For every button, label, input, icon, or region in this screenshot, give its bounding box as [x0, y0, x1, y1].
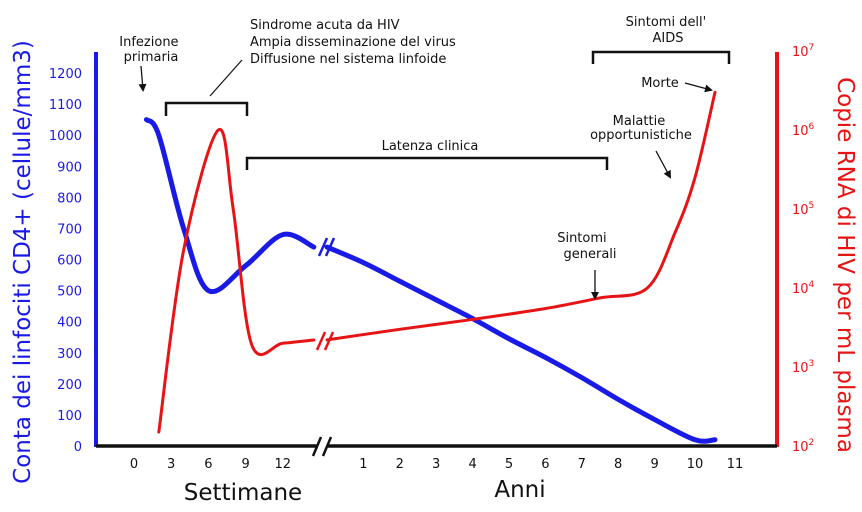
x-tick-year: 10 — [687, 457, 704, 472]
y-left-tick: 700 — [57, 222, 82, 237]
cd4-break-mark — [317, 237, 336, 257]
annotation-general-symptoms: Sintomi generali — [557, 231, 616, 262]
x-label-weeks: Settimane — [184, 480, 302, 506]
y-right-tick: 102 — [792, 438, 814, 455]
arrow-infection — [138, 65, 147, 92]
arrow-opportunistic — [655, 150, 671, 179]
x-label-years: Anni — [494, 477, 545, 503]
x-tick-week: 6 — [204, 457, 212, 472]
y-left-tick: 400 — [57, 316, 82, 331]
cd4-line-years — [324, 244, 718, 444]
y-left-tick: 800 — [57, 191, 82, 206]
annotation-opportunistic: Malattie opportunistiche — [590, 114, 692, 143]
x-tick-year: 7 — [578, 457, 586, 472]
bracket-acute — [164, 101, 249, 116]
x-tick-year: 5 — [505, 457, 513, 472]
y-left-tick: 0 — [74, 440, 82, 455]
y-left-tick: 1100 — [49, 98, 82, 113]
y-right-tick: 103 — [792, 359, 814, 376]
x-tick-year: 11 — [727, 457, 744, 472]
rna-break-mark — [315, 331, 335, 351]
x-axis-break-mark — [321, 436, 333, 457]
bracket-aids — [591, 50, 731, 64]
annotation-death: Morte — [641, 76, 679, 91]
cd4-line-weeks — [143, 117, 317, 295]
annotation-acute: Sindrome acuta da HIV Ampia disseminazio… — [250, 18, 460, 67]
x-tick-year: 1 — [359, 457, 367, 472]
x-tick-year: 6 — [541, 457, 549, 472]
x-axis-break-gap — [318, 438, 328, 454]
y-left-tick: 200 — [57, 378, 82, 393]
x-tick-week: 9 — [241, 457, 249, 472]
x-tick-year: 4 — [468, 457, 476, 472]
y-right-tick: 107 — [792, 43, 814, 60]
y-right-tick: 105 — [792, 201, 814, 218]
rna-line-weeks — [157, 128, 316, 434]
y-right-tick: 104 — [792, 280, 815, 297]
y-right-tick: 106 — [792, 122, 815, 139]
x-axis-break-mark — [311, 436, 323, 457]
y-label-left: Conta dei linfociti CD4+ (cellule/mm3) — [10, 40, 36, 484]
y-left-tick: 500 — [57, 285, 82, 300]
x-tick-week: 12 — [275, 457, 292, 472]
y-left-tick: 900 — [57, 160, 82, 175]
y-left-tick: 300 — [57, 347, 82, 362]
rna-line-years — [325, 90, 717, 342]
annotation-infection: Infezione primaria — [119, 35, 182, 65]
annotation-latency: Latenza clinica — [382, 139, 479, 154]
x-tick-year: 3 — [432, 457, 440, 472]
y-left-tick: 1000 — [49, 129, 82, 144]
arrow-death — [684, 82, 713, 93]
x-tick-week: 3 — [167, 457, 175, 472]
x-tick-year: 2 — [396, 457, 404, 472]
y-left-tick: 100 — [57, 409, 82, 424]
bracket-latency — [245, 156, 609, 170]
y-left-tick: 1200 — [49, 67, 82, 82]
x-tick-year: 9 — [650, 457, 658, 472]
pointer-acute — [209, 59, 243, 97]
annotation-aids-symptoms: Sintomi dell' AIDS — [626, 15, 711, 46]
x-tick-week: 0 — [130, 457, 138, 472]
x-tick-year: 8 — [614, 457, 622, 472]
y-left-tick: 600 — [57, 254, 82, 269]
y-label-right: Copie RNA di HIV per mL plasma — [832, 77, 858, 453]
